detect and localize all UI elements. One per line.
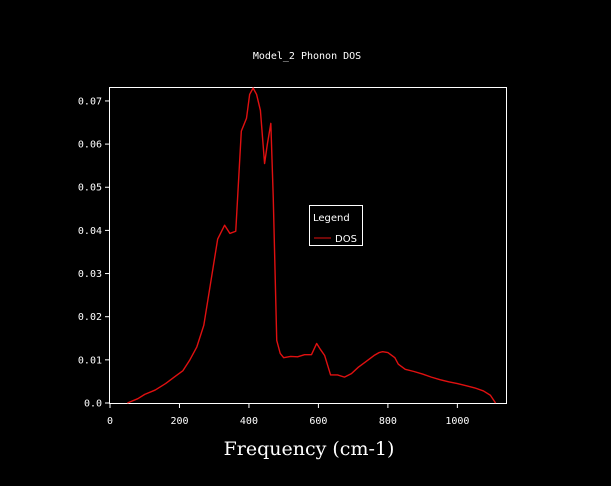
- chart-title: Model_2 Phonon DOS: [253, 51, 361, 62]
- y-tick-label: 0.04: [78, 226, 102, 237]
- legend-box: [309, 205, 363, 246]
- series-line-dos: [127, 87, 497, 404]
- x-tick-label: 400: [240, 416, 258, 427]
- y-tick-label: 0.06: [78, 140, 102, 151]
- y-tick-label: 0.0: [84, 399, 102, 410]
- x-tick-label: 200: [170, 416, 188, 427]
- y-tick-label: 0.01: [78, 355, 102, 366]
- x-tick-label: 1000: [445, 416, 469, 427]
- plot-area: 0.0 0.01 0.02 0.03 0.04 0.05 0.06 0.07 0 200 400 6…: [78, 87, 507, 427]
- y-tick-label: 0.02: [78, 312, 102, 323]
- x-axis-tick-labels: 0 200 400 600 800 1000: [107, 416, 469, 427]
- x-axis-ticks: [109, 403, 458, 408]
- y-tick-label: 0.03: [78, 269, 102, 280]
- x-tick-label: 800: [379, 416, 397, 427]
- series-layer: [127, 87, 497, 404]
- y-axis-ticks: [105, 100, 110, 404]
- legend-entry-dos: DOS: [335, 234, 357, 245]
- x-tick-label: 0: [107, 416, 113, 427]
- y-tick-label: 0.05: [78, 183, 102, 194]
- x-tick-label: 600: [309, 416, 327, 427]
- plot-frame: [109, 87, 507, 404]
- legend: Legend DOS: [309, 205, 363, 246]
- x-axis-label: Frequency (cm-1): [224, 438, 395, 460]
- legend-title: Legend: [313, 213, 350, 224]
- y-tick-label: 0.07: [78, 96, 102, 107]
- y-axis-tick-labels: 0.0 0.01 0.02 0.03 0.04 0.05 0.06 0.07: [78, 96, 102, 409]
